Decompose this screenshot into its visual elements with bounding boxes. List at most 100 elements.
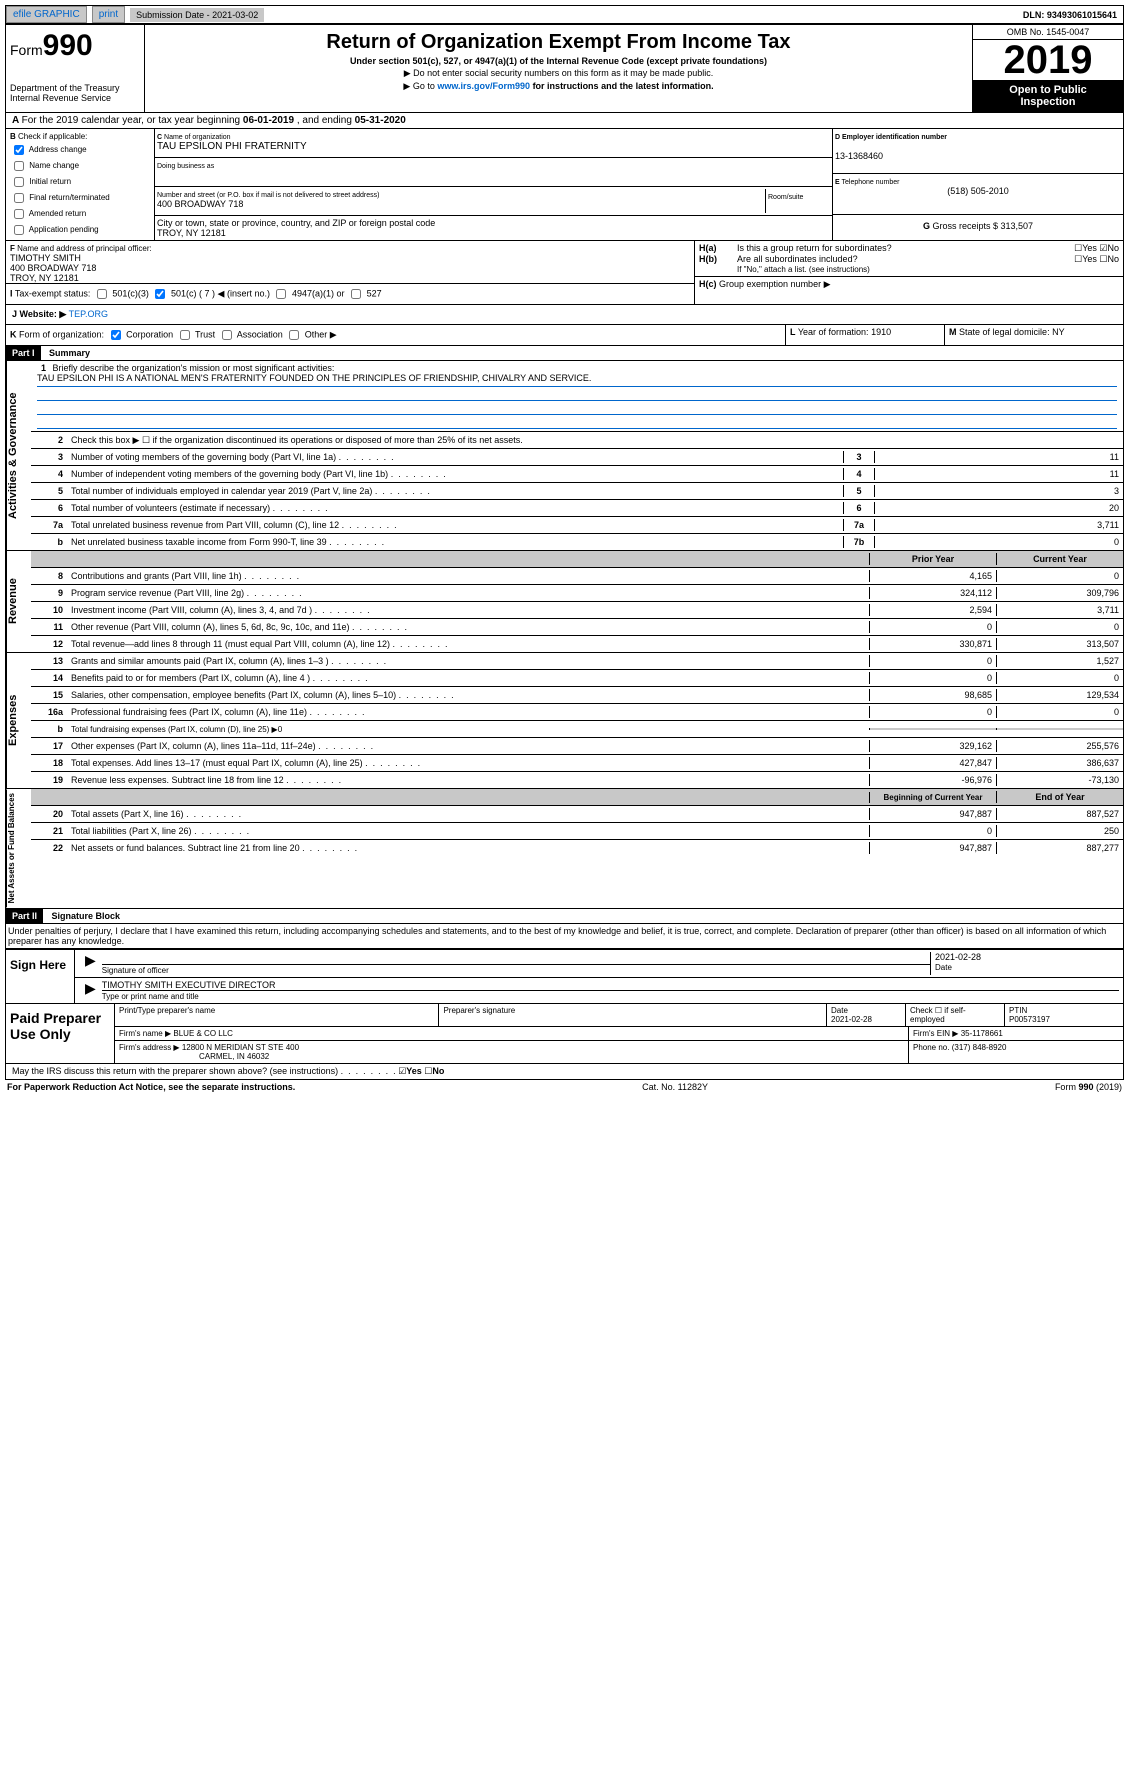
form-ref: Form 990 (2019) bbox=[1055, 1082, 1122, 1092]
rev-label: Revenue bbox=[6, 551, 31, 652]
net-assets: Net Assets or Fund Balances Beginning of… bbox=[5, 789, 1124, 908]
ein-l2: Firm's EIN ▶ bbox=[913, 1029, 958, 1038]
open-public: Open to Public bbox=[1009, 84, 1087, 96]
officer-addr: 400 BROADWAY 718 bbox=[10, 263, 96, 273]
chk-501c3[interactable] bbox=[97, 289, 107, 299]
m-l: State of legal domicile: bbox=[959, 327, 1050, 337]
form-header: Form990 Department of the Treasury Inter… bbox=[5, 24, 1124, 113]
chk-501c[interactable] bbox=[155, 289, 165, 299]
org-addr: 400 BROADWAY 718 bbox=[157, 199, 243, 209]
fa-l: Firm's address ▶ bbox=[119, 1043, 180, 1052]
opt1: Name change bbox=[29, 161, 79, 170]
website[interactable]: TEP.ORG bbox=[69, 309, 108, 319]
ph2: Preparer's signature bbox=[443, 1006, 515, 1015]
sign-block: Sign Here ▶Signature of officer2021-02-2… bbox=[5, 949, 1124, 1004]
org-city: TROY, NY 12181 bbox=[157, 228, 226, 238]
i-n: 7 bbox=[205, 289, 210, 299]
gov-label: Activities & Governance bbox=[6, 361, 31, 550]
revenue: Revenue Prior YearCurrent Year 8Contribu… bbox=[5, 551, 1124, 653]
tax-status-l: Tax-exempt status: bbox=[15, 289, 91, 299]
chk-trust[interactable] bbox=[180, 330, 190, 340]
i-o2b: ) ◀ (insert no.) bbox=[212, 289, 270, 299]
hb: Are all subordinates included? bbox=[737, 254, 1074, 265]
year-formation: 1910 bbox=[871, 327, 891, 337]
l2: Check this box ▶ ☐ if the organization d… bbox=[67, 434, 1123, 447]
dba-l: Doing business as bbox=[157, 163, 214, 170]
subtitle2: ▶ Do not enter social security numbers o… bbox=[151, 68, 966, 79]
governance: Activities & Governance 1 Briefly descri… bbox=[5, 361, 1124, 551]
period-begin: 06-01-2019 bbox=[243, 115, 294, 126]
row-klm: K Form of organization: Corporation Trus… bbox=[5, 325, 1124, 346]
block-bcde: B Check if applicable: Address change Na… bbox=[5, 129, 1124, 241]
i-o3: 4947(a)(1) or bbox=[292, 289, 345, 299]
officer-city: TROY, NY 12181 bbox=[10, 273, 79, 283]
row-j: J Website: ▶ TEP.ORG bbox=[5, 305, 1124, 325]
telephone: (518) 505-2010 bbox=[835, 186, 1121, 196]
form-label: Form bbox=[10, 42, 43, 58]
i-o1: 501(c)(3) bbox=[112, 289, 149, 299]
chk-address-change[interactable] bbox=[14, 145, 24, 155]
ph1: Print/Type preparer's name bbox=[119, 1006, 215, 1015]
sign-date: 2021-02-28 bbox=[935, 952, 1115, 962]
part-ii-hdr: Part II bbox=[6, 909, 43, 923]
prep-date: 2021-02-28 bbox=[831, 1015, 872, 1024]
chk-527[interactable] bbox=[351, 289, 361, 299]
k3: Other ▶ bbox=[305, 330, 337, 340]
chk-assoc[interactable] bbox=[222, 330, 232, 340]
chk-final[interactable] bbox=[14, 193, 24, 203]
ph3: Date bbox=[831, 1006, 848, 1015]
firm-phone: (317) 848-8920 bbox=[952, 1043, 1007, 1052]
officer-l: Name and address of principal officer: bbox=[17, 244, 152, 253]
opt2: Initial return bbox=[29, 177, 71, 186]
chk-name-change[interactable] bbox=[14, 161, 24, 171]
inspection: Inspection bbox=[1020, 96, 1075, 108]
org-name: TAU EPSILON PHI FRATERNITY bbox=[157, 141, 307, 152]
prior-year-hdr: Prior Year bbox=[869, 553, 996, 565]
mission-text: TAU EPSILON PHI IS A NATIONAL MEN'S FRAT… bbox=[37, 373, 1117, 387]
officer-printed: TIMOTHY SMITH EXECUTIVE DIRECTOR bbox=[102, 980, 1119, 991]
perjury-text: Under penalties of perjury, I declare th… bbox=[5, 924, 1124, 949]
opt3: Final return/terminated bbox=[29, 193, 109, 202]
topbar: efile GRAPHIC print Submission Date - 20… bbox=[5, 5, 1124, 24]
opt4: Amended return bbox=[29, 209, 86, 218]
ph4: Check ☐ if self-employed bbox=[906, 1004, 1005, 1026]
domicile: NY bbox=[1052, 327, 1065, 337]
chk-other[interactable] bbox=[289, 330, 299, 340]
form990-link[interactable]: www.irs.gov/Form990 bbox=[437, 81, 530, 91]
period-text: For the 2019 calendar year, or tax year … bbox=[22, 115, 243, 126]
chk-corp[interactable] bbox=[111, 330, 121, 340]
efile-btn[interactable]: efile GRAPHIC bbox=[6, 6, 87, 23]
opt0: Address change bbox=[29, 145, 87, 154]
city-l: City or town, state or province, country… bbox=[157, 218, 435, 228]
tel-l: Telephone number bbox=[842, 179, 900, 186]
block-fh: F Name and address of principal officer:… bbox=[5, 241, 1124, 305]
preparer-block: Paid Preparer Use Only Print/Type prepar… bbox=[5, 1004, 1124, 1064]
gross-receipts: 313,507 bbox=[1001, 221, 1034, 231]
period-mid: , and ending bbox=[294, 115, 355, 126]
chk-4947[interactable] bbox=[276, 289, 286, 299]
firm-ein: 35-1178661 bbox=[961, 1029, 1003, 1038]
discuss-row: May the IRS discuss this return with the… bbox=[5, 1064, 1124, 1080]
date-l: Date bbox=[935, 963, 952, 972]
irs: Internal Revenue Service bbox=[10, 93, 140, 103]
goto-a: ▶ Go to bbox=[403, 81, 437, 91]
exp-label: Expenses bbox=[6, 653, 31, 788]
l1: Briefly describe the organization's miss… bbox=[53, 363, 335, 373]
chk-amended[interactable] bbox=[14, 209, 24, 219]
part-ii-title: Signature Block bbox=[46, 909, 127, 923]
part-i-title: Summary bbox=[43, 346, 96, 360]
ph-l: Phone no. bbox=[913, 1043, 949, 1052]
chk-pending[interactable] bbox=[14, 225, 24, 235]
dept: Department of the Treasury bbox=[10, 83, 140, 93]
current-year-hdr: Current Year bbox=[996, 553, 1123, 565]
room-l: Room/suite bbox=[768, 194, 803, 201]
arrow-icon: ▶ bbox=[79, 980, 102, 1001]
k-l: Form of organization: bbox=[19, 330, 104, 340]
sig-officer-l: Signature of officer bbox=[102, 966, 169, 975]
period-end: 05-31-2020 bbox=[355, 115, 406, 126]
print-btn[interactable]: print bbox=[92, 6, 125, 23]
k0: Corporation bbox=[126, 330, 173, 340]
i-o2: 501(c) ( bbox=[171, 289, 202, 299]
chk-initial[interactable] bbox=[14, 177, 24, 187]
cname-l: Name of organization bbox=[164, 134, 231, 141]
